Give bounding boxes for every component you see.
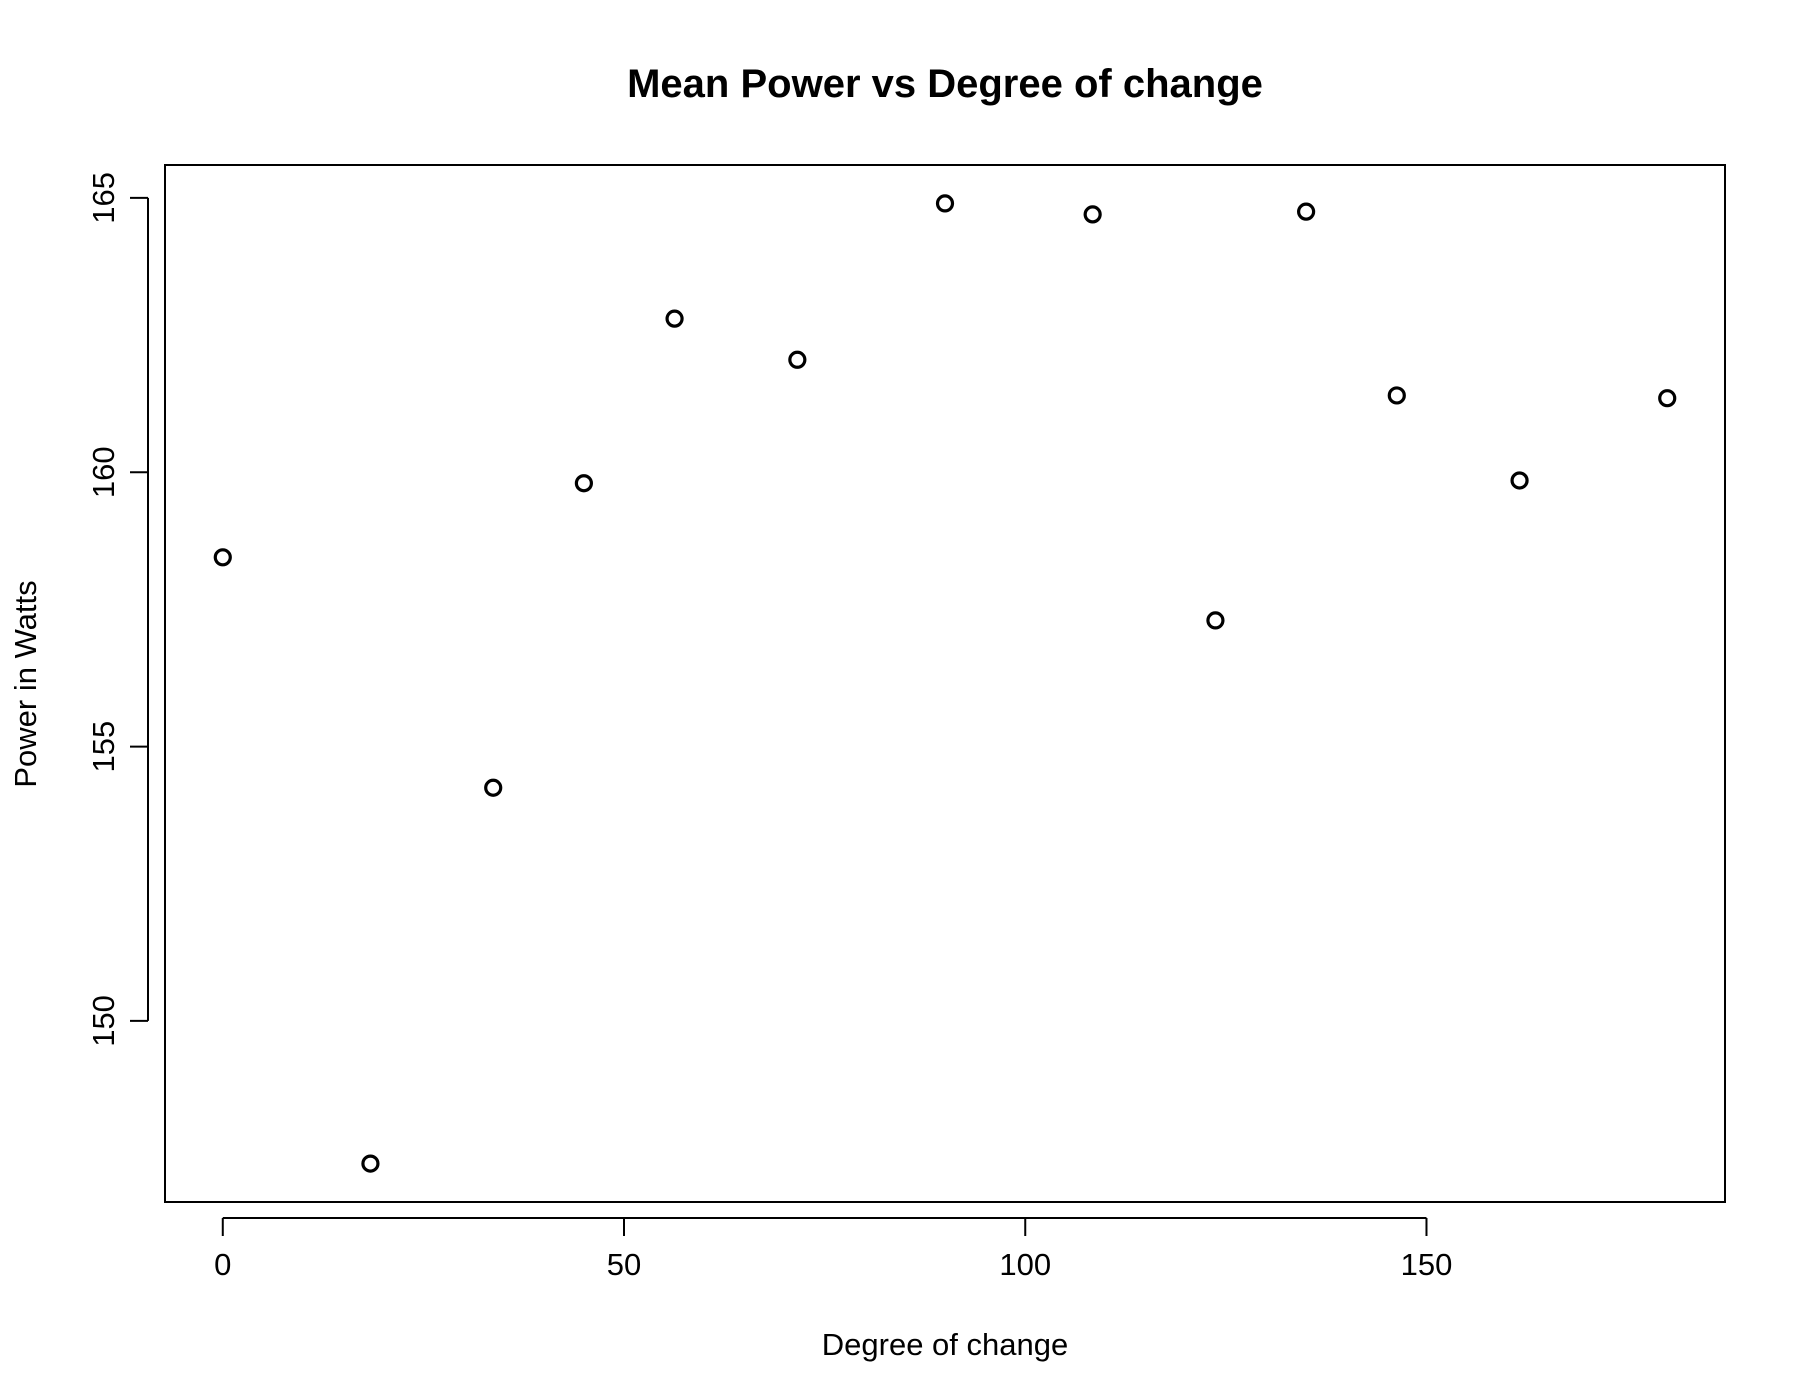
data-point (935, 194, 955, 213)
data-point (1206, 611, 1225, 630)
data-point (574, 474, 593, 493)
x-axis-label: Degree of change (822, 1327, 1068, 1362)
data-point (1387, 386, 1406, 405)
y-tick-label: 165 (86, 172, 121, 224)
data-point (1083, 205, 1102, 224)
data-point (788, 350, 807, 369)
y-tick-label: 160 (86, 446, 121, 498)
x-tick-label: 100 (999, 1247, 1051, 1282)
data-point (484, 778, 503, 797)
data-points (213, 194, 1677, 1173)
x-tick-label: 0 (214, 1247, 231, 1282)
data-point (665, 309, 684, 328)
data-point (1658, 389, 1677, 408)
plot-frame (164, 164, 1726, 1203)
data-point (1297, 202, 1316, 221)
x-tick-label: 150 (1401, 1247, 1453, 1282)
y-axis-label: Power in Watts (8, 580, 43, 787)
x-axis: 0 50 100 150 (214, 1217, 1453, 1282)
data-point (361, 1154, 380, 1173)
x-tick-label: 50 (607, 1247, 641, 1282)
data-point (213, 548, 232, 567)
y-axis: 150 155 160 165 (86, 172, 149, 1047)
chart-title: Mean Power vs Degree of change (627, 62, 1263, 106)
y-tick-label: 155 (86, 721, 121, 773)
y-tick-label: 150 (86, 995, 121, 1047)
data-point (1510, 471, 1529, 490)
